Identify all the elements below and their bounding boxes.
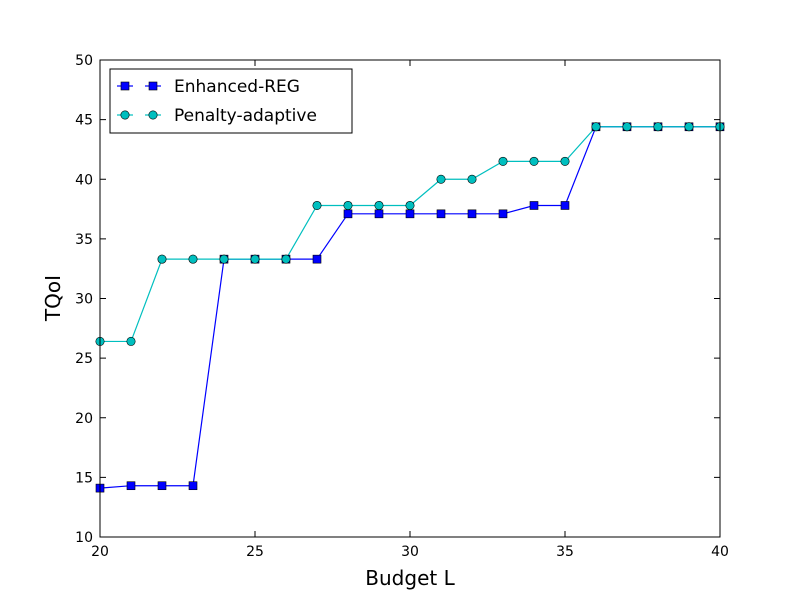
legend-box [109,68,353,134]
y-tick-label: 35 [75,232,93,248]
data-point-series-2 [343,200,353,210]
data-point-series-2 [157,254,167,264]
y-tick-label: 20 [75,411,93,427]
data-point-series-1 [498,209,508,219]
data-point-series-1 [126,481,136,491]
data-point-series-1 [529,201,539,210]
data-point-series-2 [591,122,601,132]
data-point-series-2 [560,156,570,166]
data-point-series-2 [436,174,446,184]
series-line-2 [100,126,720,343]
data-point-series-1 [467,209,477,219]
x-tick-label: 35 [556,544,574,560]
y-tick-label: 40 [75,172,93,188]
data-point-series-2 [312,200,322,210]
y-tick-label: 50 [75,53,93,69]
y-tick-label: 25 [75,351,93,367]
x-tick-label: 20 [91,544,109,560]
data-point-series-1 [405,209,415,219]
data-point-series-1 [188,481,198,491]
data-point-series-2 [405,200,415,210]
data-point-series-1 [157,481,167,491]
data-point-series-2 [281,254,291,264]
data-point-series-1 [560,201,570,210]
data-point-series-2 [126,336,136,346]
x-tick-label: 40 [711,544,729,560]
data-point-series-2 [498,156,508,166]
x-axis-title: Budget L [365,566,455,590]
legend-marker-2 [148,110,158,120]
x-tick-label: 30 [401,544,419,560]
legend-marker-1 [148,81,158,91]
tick-layer: 20 25 30 35 40 10 15 20 25 30 35 40 45 50 [75,53,729,560]
data-point-series-2 [622,122,632,132]
legend: Enhanced-REG Penalty-adaptive [109,68,353,134]
series-layer [100,126,720,489]
data-point-series-2 [529,156,539,166]
legend-marker-2 [120,110,130,120]
data-point-series-2 [250,254,260,264]
y-tick-label: 15 [75,470,93,486]
y-tick-label: 10 [75,530,93,546]
legend-marker-1 [120,81,130,91]
data-point-series-2 [374,200,384,210]
data-point-series-2 [219,254,229,264]
y-axis-title: TQoI [41,275,65,322]
y-tick-label: 45 [75,113,93,129]
y-tick-label: 30 [75,292,93,308]
data-point-series-1 [343,209,353,219]
legend-label-2: Penalty-adaptive [174,106,317,126]
data-point-series-1 [374,209,384,219]
data-point-series-1 [312,254,322,264]
data-point-series-2 [684,122,694,132]
series-line-1 [100,126,720,489]
data-point-series-1 [436,209,446,219]
data-point-series-2 [188,254,198,264]
legend-label-1: Enhanced-REG [174,77,300,97]
x-tick-label: 25 [246,544,264,560]
data-point-series-2 [467,174,477,184]
marker-layer [95,122,725,493]
data-point-series-2 [653,122,663,132]
